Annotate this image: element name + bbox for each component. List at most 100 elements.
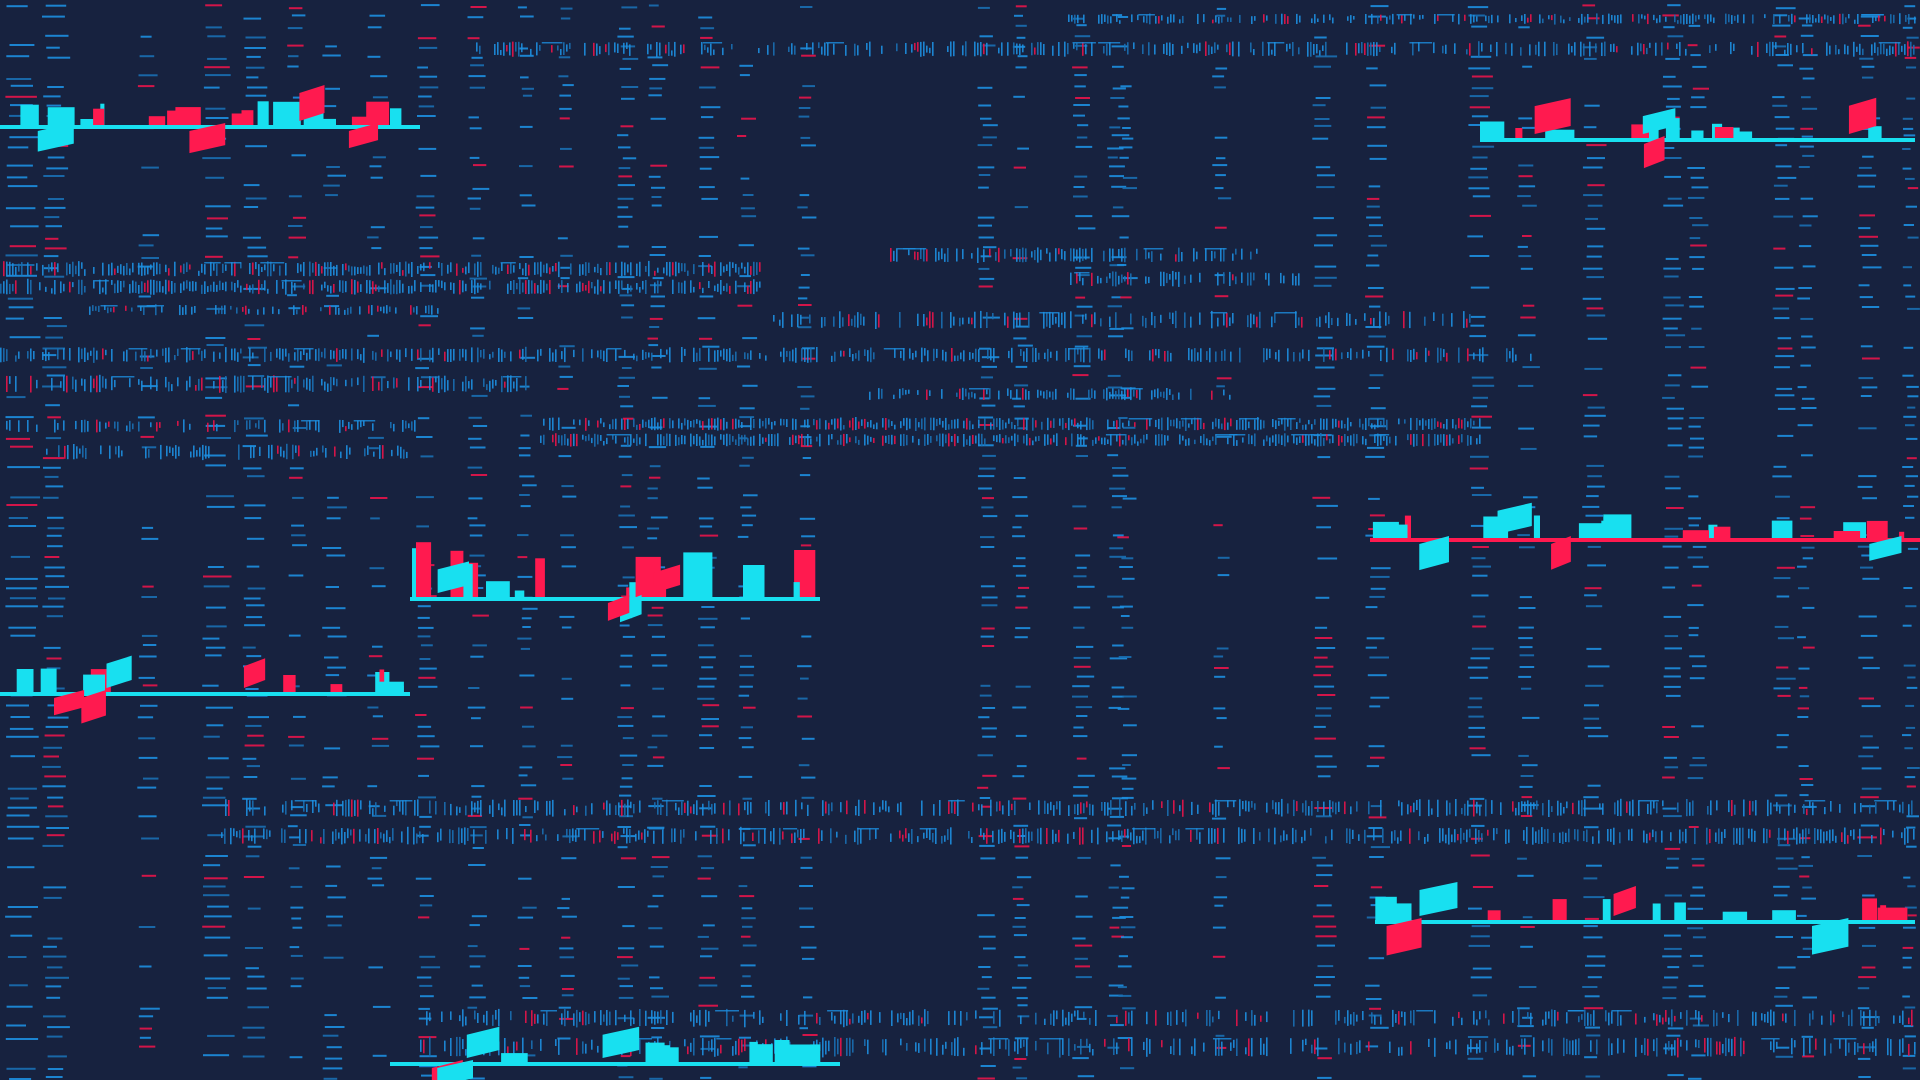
dash-mark (45, 437, 62, 440)
tick-mark (1151, 390, 1153, 400)
tick-mark (1284, 14, 1286, 24)
tick-mark (717, 283, 719, 292)
tick-mark (1826, 831, 1828, 841)
dash-mark (621, 316, 633, 319)
tick-mark (225, 376, 227, 394)
dash-mark (1111, 134, 1130, 137)
tick-mark (551, 45, 553, 53)
dash-mark (1802, 265, 1816, 268)
dash-mark (979, 694, 992, 697)
tick-mark (459, 1015, 461, 1022)
tick-mark (1850, 830, 1852, 837)
dash-mark (1107, 824, 1122, 827)
dash-mark (1074, 957, 1088, 960)
tick-box-edge (389, 800, 413, 802)
dash-mark (7, 297, 34, 300)
tick-mark (933, 348, 935, 362)
tick-mark (60, 281, 62, 294)
dash-mark (5, 1038, 39, 1040)
tick-box-edge (128, 348, 148, 350)
tick-mark (858, 799, 860, 816)
tick-mark (804, 1010, 806, 1026)
tick-mark (1788, 15, 1790, 22)
tick-mark (1317, 801, 1319, 812)
tick-mark (747, 438, 749, 446)
tick-mark (983, 832, 985, 840)
dash-mark (372, 645, 383, 648)
dash-mark (1776, 566, 1795, 569)
tick-mark (348, 421, 350, 429)
dash-mark (1077, 124, 1089, 127)
dash-mark (701, 116, 714, 119)
tick-box-edge (1878, 42, 1901, 44)
tick-mark (420, 264, 422, 271)
tick-mark (111, 280, 113, 285)
tick-mark (468, 381, 470, 389)
tick-mark (1350, 806, 1352, 815)
dash-mark (741, 746, 754, 749)
tick-mark (198, 348, 200, 355)
dash-mark (9, 336, 41, 339)
tick-mark (1266, 348, 1268, 360)
tick-mark (69, 348, 71, 361)
dash-mark (289, 476, 303, 479)
dash-mark (46, 834, 65, 837)
tick-mark (969, 352, 971, 361)
dash-mark (1523, 496, 1538, 499)
tick-mark (408, 286, 410, 294)
tick-mark (1454, 43, 1456, 54)
dash-mark (372, 96, 388, 99)
dash-mark (1903, 284, 1912, 287)
tick-box-edge (1180, 418, 1202, 420)
dash-mark (1690, 244, 1707, 247)
tick-mark (483, 378, 485, 387)
tick-mark (1127, 272, 1129, 285)
dash-mark (1075, 455, 1088, 457)
tick-mark (1083, 347, 1085, 363)
dash-mark (800, 136, 811, 139)
tick-mark (1154, 44, 1156, 55)
tick-mark (770, 831, 772, 842)
dash-mark (1119, 566, 1133, 568)
tick-mark (605, 44, 607, 53)
tick-mark (1086, 417, 1088, 431)
tick-mark (186, 280, 188, 289)
tick-mark (720, 262, 722, 276)
tick-mark (1137, 441, 1139, 446)
dash-mark (1517, 857, 1527, 860)
dash-mark (42, 605, 64, 608)
tick-mark (651, 1010, 653, 1024)
dash-mark (740, 935, 751, 938)
tick-mark (873, 352, 875, 360)
tick-mark (1172, 394, 1174, 400)
tick-mark (947, 46, 949, 52)
tick-mark (379, 445, 381, 459)
tick-box-edge (1132, 828, 1156, 830)
tick-mark (391, 449, 393, 457)
tick-mark (126, 425, 128, 432)
dash-mark (978, 285, 993, 288)
tick-mark (1040, 827, 1042, 845)
tick-mark (1599, 803, 1601, 810)
tick-mark (621, 280, 623, 290)
tick-mark (557, 834, 559, 841)
tick-mark (671, 828, 673, 843)
tick-mark (368, 828, 370, 844)
tick-mark (168, 280, 170, 292)
tick-mark (1557, 800, 1559, 816)
tick-mark (363, 375, 365, 392)
dash-mark (1078, 227, 1096, 230)
dash-mark (978, 236, 994, 239)
tick-mark (1052, 829, 1054, 844)
tick-mark (903, 1013, 905, 1026)
dash-mark (327, 896, 346, 899)
tick-mark (905, 828, 907, 839)
tick-mark (15, 376, 17, 392)
tick-mark (1530, 802, 1532, 816)
tick-mark (663, 267, 665, 274)
tick-mark (1392, 348, 1394, 360)
dash-mark (1688, 634, 1699, 637)
dash-mark (1663, 296, 1681, 299)
tick-mark (809, 314, 811, 324)
tick-mark (1238, 827, 1240, 845)
